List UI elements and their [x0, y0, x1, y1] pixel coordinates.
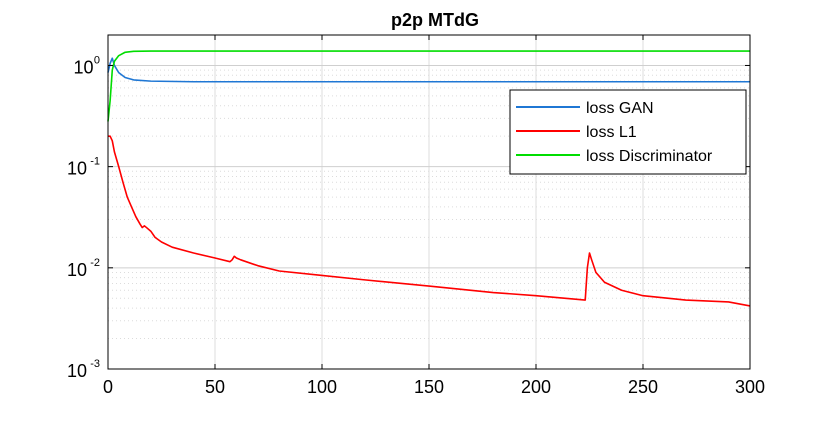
x-tick-label: 200	[521, 377, 551, 397]
x-tick-label: 50	[205, 377, 225, 397]
y-tick-exponent: -2	[90, 257, 100, 269]
x-tick-label: 250	[628, 377, 658, 397]
grid	[108, 35, 750, 369]
y-tick-exponent: 0	[94, 54, 100, 66]
series-line-loss-l1	[108, 135, 751, 307]
series-line-loss-discriminator	[107, 50, 750, 122]
x-tick-label: 100	[307, 377, 337, 397]
x-tick-label: 150	[414, 377, 444, 397]
y-tick-label: 10 -1	[67, 156, 100, 179]
legend: loss GAN loss L1 loss Discriminator	[509, 89, 747, 175]
y-tick-base: 10	[67, 361, 87, 381]
y-tick-base: 10	[67, 159, 87, 179]
y-tick-base: 10	[67, 260, 87, 280]
y-tick-label: 10 0	[73, 54, 100, 77]
y-tick-base: 10	[73, 57, 93, 77]
y-tick-exponent: -3	[90, 358, 100, 370]
legend-label: loss L1	[586, 124, 637, 141]
legend-label: loss Discriminator	[586, 148, 713, 165]
y-tick-exponent: -1	[90, 156, 100, 168]
y-tick-label: 10 -3	[67, 358, 100, 381]
y-tick-label: 10 -2	[67, 257, 100, 280]
series-line-loss-gan	[107, 57, 750, 83]
x-tick-label: 0	[103, 377, 113, 397]
legend-label: loss GAN	[586, 100, 654, 117]
x-tick-label: 300	[735, 377, 765, 397]
chart-title: p2p MTdG	[391, 10, 479, 30]
plot-area	[107, 50, 751, 307]
